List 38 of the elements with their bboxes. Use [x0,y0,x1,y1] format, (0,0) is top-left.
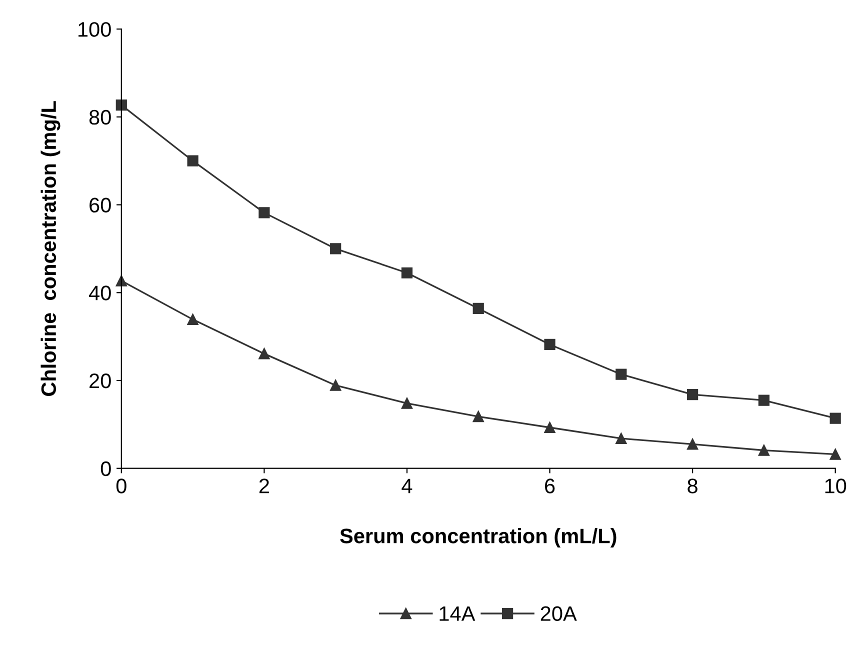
y-tick-label: 60 [90,198,111,213]
point [544,338,556,350]
x-tick-label: 0 [116,478,126,494]
point [187,155,198,166]
x-tick-label: 8 [688,478,698,494]
point [686,438,698,450]
point [830,412,841,424]
x-axis-title: Serum concentration (mL/L) [340,528,616,548]
y-tick-label: 40 [88,286,111,300]
point [616,368,627,380]
point [544,422,556,434]
point [330,243,342,254]
point [187,314,198,325]
x-tick-label: 4 [402,478,412,494]
point [616,432,627,444]
point [401,398,413,409]
y-axis-title: Chlorine concentration (mg/L [40,101,60,396]
x-tick-label: 2 [259,478,269,494]
point [472,410,484,422]
legend-label: 20A [540,606,577,622]
x-tick-label: 10 [825,478,846,494]
point [116,275,127,286]
point [401,267,413,278]
point [258,207,270,218]
y-tick-label: 20 [90,373,111,388]
y-tick-label: 100 [78,22,111,37]
point [758,444,770,456]
point [116,100,127,111]
x-tick-label: 6 [545,478,555,494]
y-tick-label: 0 [100,461,111,476]
legend-label: 14A [440,606,476,621]
point [330,380,342,391]
point [472,302,484,314]
point [258,348,270,360]
y-tick-label: 80 [89,110,111,125]
point [830,448,841,460]
point [686,388,698,400]
point [758,394,770,406]
